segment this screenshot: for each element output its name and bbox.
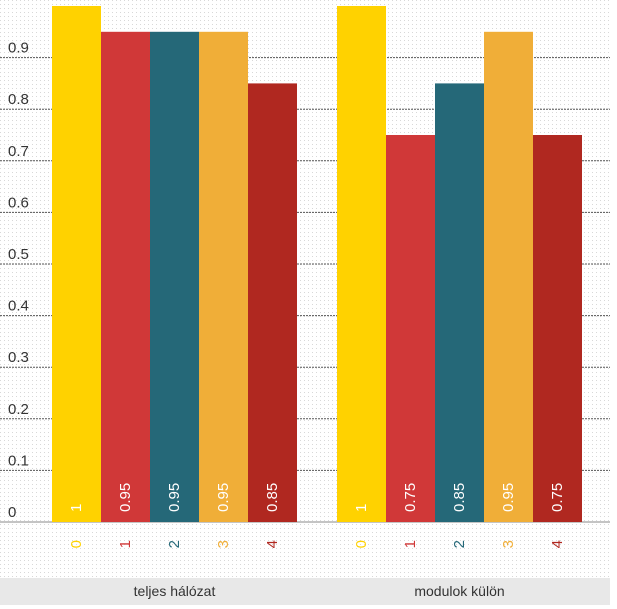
- bar: [386, 135, 435, 522]
- bar: [337, 6, 386, 522]
- bar: [150, 31, 199, 523]
- bar-value-label: 0.95: [166, 483, 183, 512]
- group-label-band: [0, 578, 610, 605]
- bar-value-label: 0.95: [117, 483, 134, 512]
- y-tick-label: 0.1: [8, 452, 29, 469]
- group-labels: teljes hálózat modulok külön: [134, 583, 505, 599]
- y-tick-label: 0.4: [8, 298, 29, 315]
- group-label: teljes hálózat: [134, 583, 216, 599]
- bar: [199, 31, 248, 523]
- y-tick-label: 0.6: [8, 194, 29, 211]
- y-tick-label: 0.3: [8, 349, 29, 366]
- bar-value-label: 1: [68, 504, 85, 512]
- x-category-label: 1: [402, 540, 419, 548]
- x-category-label: 3: [500, 540, 517, 548]
- x-category-label: 0: [68, 540, 85, 548]
- bar: [435, 83, 484, 523]
- y-tick-label: 0.5: [8, 246, 29, 263]
- y-tick-label: 0.9: [8, 40, 29, 57]
- y-tick-label: 0.8: [8, 91, 29, 108]
- bar-value-label: 0.85: [264, 483, 281, 512]
- bar-value-label: 0.75: [402, 483, 419, 512]
- bar: [248, 83, 297, 523]
- x-category-label: 0: [353, 540, 370, 548]
- y-tick-label: 0: [8, 504, 16, 521]
- y-tick-label: 0.2: [8, 401, 29, 418]
- y-axis-ticks: 0 0.1 0.2 0.3 0.4 0.5 0.6 0.7 0.8 0.9: [8, 40, 29, 521]
- bar-value-label: 1: [353, 504, 370, 512]
- x-category-label: 4: [549, 540, 566, 548]
- x-category-label: 3: [215, 540, 232, 548]
- category-labels: 0 1 2 3 4 0 1 2 3 4: [68, 540, 566, 548]
- bar-value-label: 0.95: [500, 483, 517, 512]
- x-category-label: 2: [451, 540, 468, 548]
- bar-value-label: 0.95: [215, 483, 232, 512]
- x-category-label: 1: [117, 540, 134, 548]
- x-category-label: 4: [264, 540, 281, 548]
- bar-value-label: 0.75: [549, 483, 566, 512]
- bar: [101, 31, 150, 523]
- x-category-label: 2: [166, 540, 183, 548]
- bars: 1 0.95 0.95 0.95 0.85 1 0.75 0.85 0.95 0.75: [52, 6, 582, 523]
- bar-value-label: 0.85: [451, 483, 468, 512]
- bar: [533, 135, 582, 522]
- bar: [52, 6, 101, 522]
- group-label: modulok külön: [414, 583, 504, 599]
- y-tick-label: 0.7: [8, 143, 29, 160]
- bar: [484, 31, 533, 523]
